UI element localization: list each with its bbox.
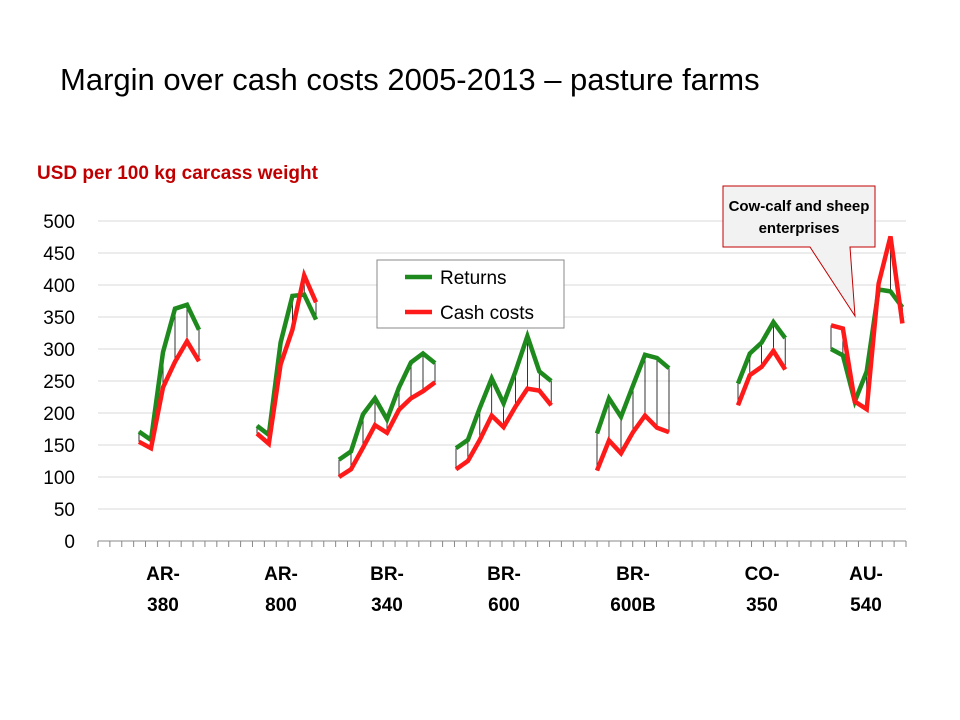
callout-text: Cow-calf and sheep	[729, 198, 870, 215]
x-category-label: 800	[265, 595, 297, 616]
returns-series-line	[137, 302, 202, 444]
x-category-label: CO-	[745, 564, 780, 585]
cash-costs-series-line	[255, 268, 319, 449]
y-tick-label: 0	[64, 532, 75, 553]
x-category-label: BR-	[616, 564, 650, 585]
callout-text: enterprises	[759, 220, 840, 237]
legend-box	[376, 259, 565, 329]
y-tick-label: 250	[43, 372, 75, 393]
y-tick-label: 450	[43, 244, 75, 265]
x-category-label: AR-	[146, 564, 180, 585]
y-tick-label: 350	[43, 308, 75, 329]
y-tick-label: 50	[54, 500, 75, 521]
legend-label: Returns	[440, 268, 507, 289]
x-category-label: AR-	[264, 564, 298, 585]
x-category-label: 540	[850, 595, 882, 616]
returns-series-line	[337, 350, 437, 462]
returns-series-line	[255, 292, 319, 439]
page-title: Margin over cash costs 2005-2013 – pastu…	[60, 62, 760, 97]
y-tick-label: 100	[43, 468, 75, 489]
x-category-label: BR-	[370, 564, 404, 585]
y-tick-label: 500	[43, 212, 75, 233]
y-tick-label: 300	[43, 340, 75, 361]
y-tick-label: 150	[43, 436, 75, 457]
cash-costs-series-line	[137, 336, 201, 452]
x-category-label: 600B	[610, 595, 655, 616]
y-axis-unit-label: USD per 100 kg carcass weight	[37, 163, 318, 184]
x-category-label: BR-	[487, 564, 521, 585]
x-category-label: 380	[147, 595, 179, 616]
x-category-label: AU-	[849, 564, 883, 585]
y-tick-label: 400	[43, 276, 75, 297]
cash-costs-series-line	[337, 380, 437, 479]
x-category-label: 340	[371, 595, 403, 616]
y-tick-label: 200	[43, 404, 75, 425]
x-category-label: 600	[488, 595, 520, 616]
legend-label: Cash costs	[440, 303, 534, 324]
x-category-label: 350	[746, 595, 778, 616]
callout-box	[722, 185, 876, 318]
